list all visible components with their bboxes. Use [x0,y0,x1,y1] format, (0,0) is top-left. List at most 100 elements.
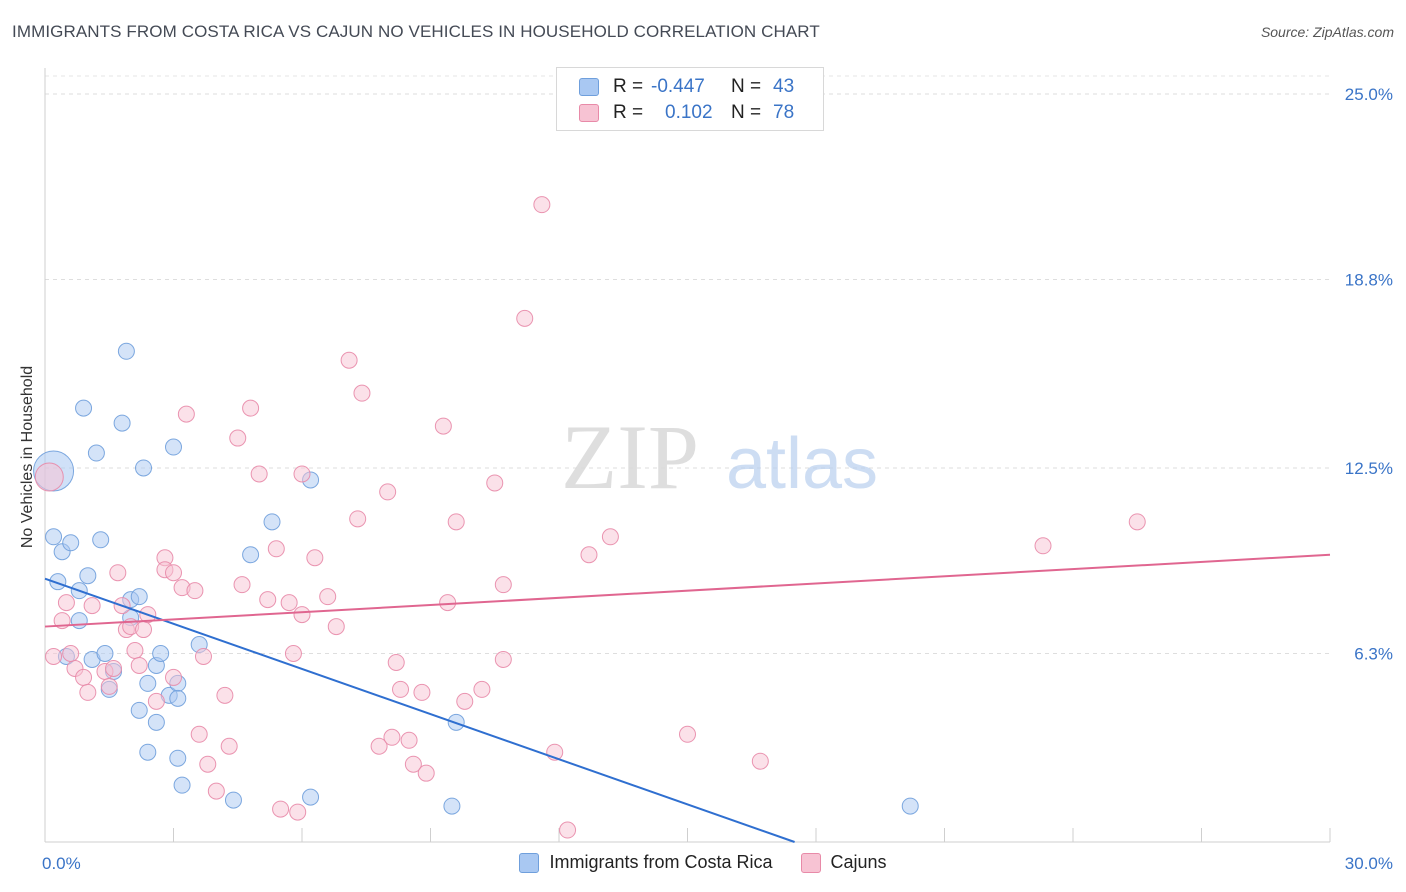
legend-r-value: -0.447 [651,76,705,97]
cajun-point [559,821,577,839]
cajun-point [340,351,358,369]
cajun-point [62,644,80,662]
y-tick-label: 25.0% [1345,85,1393,104]
costa-rica-point [70,612,88,630]
cajun-point [233,576,251,594]
cajun-point [751,752,769,770]
cajun-point [370,737,388,755]
y-tick-label: 12.5% [1345,459,1393,478]
cajun-point [194,647,212,665]
watermark-atlas: atlas [726,424,878,504]
cajun-point [417,764,435,782]
cajun-point [199,755,217,773]
costa-rica-point [242,546,260,564]
cajun-point [34,462,64,492]
series-legend-cajuns: Cajuns [800,852,887,873]
legend-row-cajuns: R = 0.102 N = 78 [579,101,794,125]
cajun-point [439,594,457,612]
y-tick-label: 6.3% [1354,644,1393,663]
costa-rica-point [130,588,148,606]
cajun-point [289,803,307,821]
costa-rica-point [62,534,80,552]
cajun-point [319,588,337,606]
cajun-point [75,668,93,686]
cajun-point [293,606,311,624]
cajun-point [392,680,410,698]
watermark-zip: ZIP [561,406,699,508]
cajun-point [130,656,148,674]
cajun-point [516,309,534,327]
cajun-point [190,725,208,743]
cajun-point [147,692,165,710]
cajun-point [293,465,311,483]
costa-rica-point [302,788,320,806]
legend-n-label: N = [731,76,762,97]
chart-title: IMMIGRANTS FROM COSTA RICA VS CAJUN NO V… [12,22,820,41]
cajun-point [387,653,405,671]
cajun-point [494,576,512,594]
legend-n-label: N = [731,102,762,123]
cajun-point [327,618,345,636]
costa-rica-point [117,342,135,360]
grid-lines [45,75,1330,654]
cajun-point [580,546,598,564]
x-tick-label: 30.0% [1345,854,1393,873]
series-label-cajuns: Cajuns [830,852,887,872]
cajun-point [267,540,285,558]
cajun-point [165,564,182,582]
cajun-point [79,683,97,701]
cajun-point [349,510,367,528]
cajun-point [533,196,551,214]
costa-rica-point [135,459,153,477]
costa-rica-point [49,573,67,591]
cajun-point [284,644,302,662]
cajun-point [57,594,75,612]
costa-rica-point [263,513,281,531]
cajun-point [100,677,118,695]
series-label-costa-rica: Immigrants from Costa Rica [549,852,773,872]
costa-rica-point [79,567,97,585]
cajun-point [379,483,397,501]
cajun-point [259,591,277,609]
cajun-point [186,582,204,600]
cajun-point [105,659,123,677]
costa-rica-point [45,528,63,546]
legend-row-costa-rica: R = -0.447 N = 43 [579,75,794,99]
cajun-point [404,755,422,773]
series-legend-costa-rica: Immigrants from Costa Rica [519,852,773,873]
costa-rica-point [173,776,191,794]
series-legend: Immigrants from Costa Rica Cajuns [0,852,1406,873]
cajun-point [272,800,290,818]
y-tick-label: 18.8% [1345,270,1393,289]
cajun-point [207,782,225,800]
legend-n-value: 43 [773,76,795,97]
cajun-point [45,647,63,665]
legend-r-label: R = [613,102,644,123]
costa-rica-point [96,644,114,662]
y-axis-label: No Vehicles in Household [19,365,36,549]
series-swatch-cajuns [800,852,821,873]
cajun-point [353,384,371,402]
legend-swatch-cajuns [579,104,599,122]
cajun-point [1034,537,1052,555]
cajun-point [456,692,474,710]
cajun-point [473,680,491,698]
cajun-point [220,737,238,755]
cajun-point [242,399,260,417]
tick-labels: 6.3% 12.5% 18.8% 25.0% 0.0% 30.0% [42,85,1393,873]
legend-r-label: R = [613,76,644,97]
cajun-point [494,650,512,668]
cajun-point [126,642,144,659]
costa-rica-point [152,644,170,662]
costa-rica-point [130,701,148,719]
cajun-point [679,725,696,743]
x-tick-label: 0.0% [42,854,81,873]
costa-rica-point [169,749,187,767]
costa-rica-point [139,674,157,692]
legend-n-value: 78 [773,102,795,123]
costa-rica-point [165,438,182,456]
cajun-point [601,528,619,546]
cajun-point [216,686,234,704]
cajun-point [1128,513,1146,531]
